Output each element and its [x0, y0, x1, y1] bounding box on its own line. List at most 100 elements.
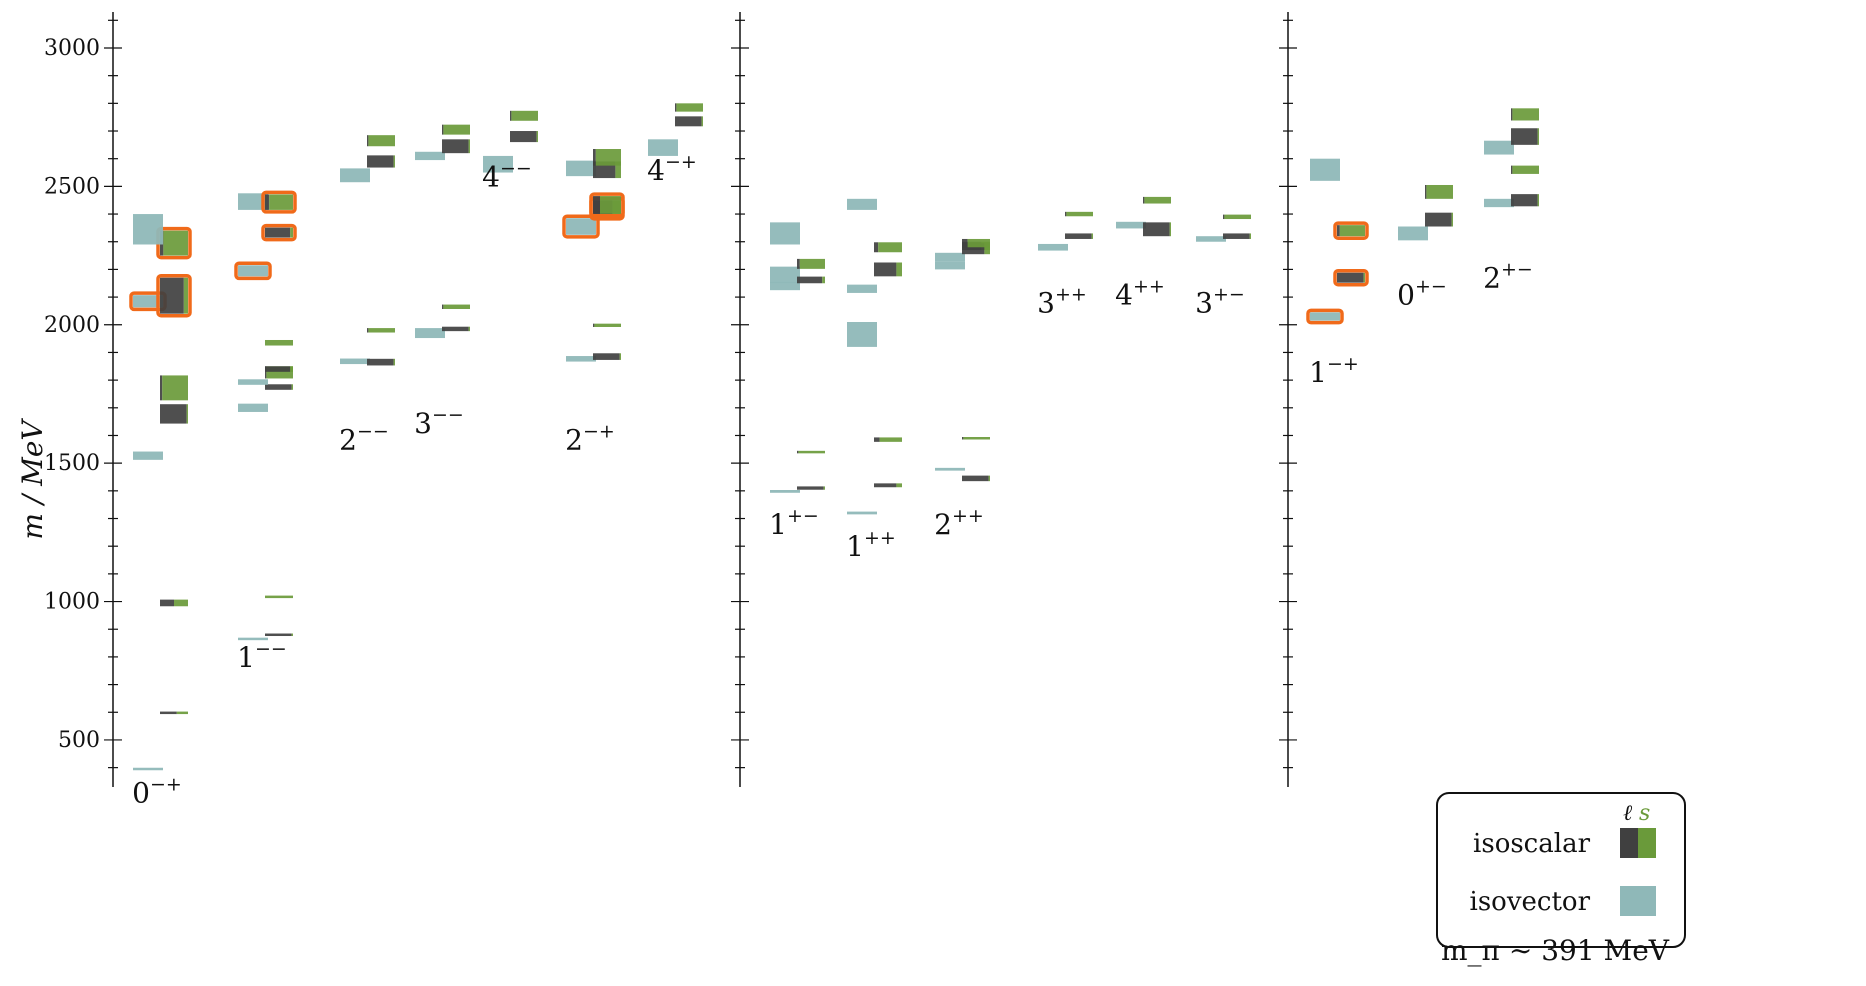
- isovector-state: [1196, 236, 1226, 242]
- isoscalar-state-light: [265, 633, 292, 637]
- isoscalar-state-strange: [823, 486, 825, 490]
- isoscalar-state-light: [797, 276, 823, 284]
- isoscalar-state-strange: [878, 242, 902, 253]
- isoscalar-state-light: [593, 196, 600, 214]
- isoscalar-state-light: [593, 149, 596, 166]
- isovector-state: [566, 356, 596, 362]
- isoscalar-state-light: [962, 243, 985, 255]
- channel-label-1mp: 1−+: [1309, 353, 1359, 389]
- channel-label-1pp: 1++: [846, 527, 896, 563]
- hybrid-highlight: [1306, 308, 1344, 325]
- isoscalar-state-light: [1337, 272, 1364, 283]
- isoscalar-state-strange: [176, 711, 188, 715]
- channel-label-4mp: 4−+: [647, 151, 697, 187]
- isoscalar-state-strange: [1451, 212, 1453, 227]
- isoscalar-state-light: [962, 475, 989, 482]
- isovector-state: [1310, 312, 1340, 321]
- isoscalar-state-strange: [162, 375, 188, 401]
- isoscalar-state-strange: [174, 599, 188, 607]
- channel-label-3pm: 3+−: [1195, 284, 1245, 320]
- isoscalar-state-light: [1223, 233, 1250, 239]
- y-tick-label: 2500: [44, 174, 100, 199]
- channel-label-3pp: 3++: [1037, 284, 1087, 320]
- isovector-state: [847, 198, 877, 210]
- channel-label-0pm: 0+−: [1397, 275, 1447, 311]
- isoscalar-state-strange: [896, 483, 902, 488]
- isoscalar-state-strange: [1169, 222, 1171, 237]
- isovector-state: [847, 511, 877, 515]
- isoscalar-state-light: [442, 326, 469, 332]
- isoscalar-state-strange: [967, 238, 990, 248]
- isoscalar-state-strange: [600, 196, 621, 214]
- channel-label-4pp: 4++: [1115, 275, 1165, 311]
- isovector-state: [133, 295, 163, 308]
- channel-labels: 0−+ 1−− 2−− 3−− 4−− 2−+ 4−+ 1+− 1++ 2++ 3++ 4++ 3+− 1…: [132, 151, 1533, 810]
- isoscalar-state-strange: [269, 194, 293, 210]
- isoscalar-state-light: [1337, 225, 1340, 237]
- isoscalar-state-light: [442, 139, 469, 154]
- isovector-state: [1310, 158, 1340, 181]
- isovector-state: [935, 261, 965, 270]
- isovector-state: [770, 266, 800, 284]
- isoscalar-state-strange: [291, 384, 293, 390]
- isoscalar-state-light: [367, 155, 394, 168]
- isoscalar-state-strange: [393, 358, 395, 366]
- isovector-state: [415, 151, 445, 161]
- isoscalar-state-strange: [1144, 196, 1171, 204]
- hybrid-highlight: [1333, 221, 1369, 240]
- isoscalar-state-light: [874, 262, 897, 277]
- isovector-state: [340, 168, 370, 183]
- isoscalar-state-light: [1143, 196, 1145, 204]
- isoscalar-state-strange: [536, 131, 538, 143]
- isoscalar-state-strange: [701, 116, 703, 127]
- isovector-state: [238, 637, 268, 641]
- isoscalar-state-strange: [511, 110, 538, 121]
- isoscalar-state-light: [160, 711, 177, 715]
- isoscalar-state-light: [510, 110, 512, 121]
- isoscalar-state-light: [367, 328, 369, 333]
- isoscalar-state-strange: [1066, 211, 1093, 217]
- isoscalar-state-strange: [393, 155, 395, 168]
- channel-label-2mp: 2−+: [565, 421, 615, 457]
- isoscalar-state-strange: [183, 277, 188, 314]
- isovector-state: [648, 139, 678, 156]
- channel-label-3mm: 3−−: [414, 404, 464, 440]
- isoscalar-state-light: [265, 194, 270, 210]
- legend-isovector-label: isovector: [1470, 887, 1591, 917]
- channel-label-2mm: 2−−: [339, 421, 389, 457]
- legend-isoscalar-light-swatch: [1620, 828, 1638, 858]
- isoscalar-state-strange: [1512, 108, 1539, 121]
- legend-isoscalar-label: isoscalar: [1473, 829, 1591, 859]
- isoscalar-state-light: [1425, 184, 1427, 199]
- isoscalar-state-strange: [265, 595, 293, 599]
- isoscalar-state-strange: [265, 339, 293, 346]
- y-tick-label: 2000: [44, 313, 100, 338]
- isoscalar-state-light: [1143, 222, 1170, 237]
- isoscalar-state-light: [874, 483, 897, 488]
- isoscalar-state-light: [797, 486, 824, 490]
- isoscalar-state-strange: [186, 404, 188, 424]
- axis-layer: 500 1000 1500 2000 2500 3000: [44, 12, 1297, 787]
- legend-isovector-swatch: [1620, 886, 1656, 916]
- isoscalar-state-light: [675, 103, 677, 112]
- isoscalar-state-strange: [1339, 225, 1365, 237]
- legend-header-strange: s: [1639, 801, 1650, 826]
- isoscalar-state-strange: [676, 103, 703, 112]
- isovector-state: [238, 403, 268, 412]
- isoscalar-state-light: [367, 135, 369, 147]
- isovector-state: [1484, 140, 1514, 155]
- isoscalar-state-strange: [984, 243, 990, 255]
- isoscalar-state-strange: [615, 161, 621, 179]
- channel-label-1mm: 1−−: [237, 638, 287, 674]
- isovector-state: [483, 155, 513, 173]
- isoscalar-state-light: [160, 375, 163, 401]
- isoscalar-state-light: [160, 404, 187, 424]
- isoscalar-state-light: [1223, 214, 1225, 220]
- isoscalar-state-light: [442, 304, 444, 309]
- isovector-state: [935, 252, 965, 262]
- y-axis-title: m / MeV: [16, 418, 49, 540]
- isoscalar-state-strange: [1537, 194, 1539, 207]
- isoscalar-state-light: [1511, 108, 1513, 121]
- isoscalar-state-light: [962, 238, 968, 248]
